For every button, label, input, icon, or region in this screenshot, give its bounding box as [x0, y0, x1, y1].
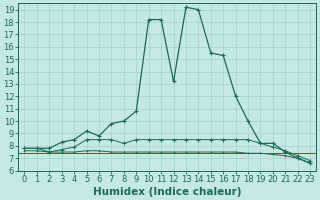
X-axis label: Humidex (Indice chaleur): Humidex (Indice chaleur): [93, 187, 242, 197]
